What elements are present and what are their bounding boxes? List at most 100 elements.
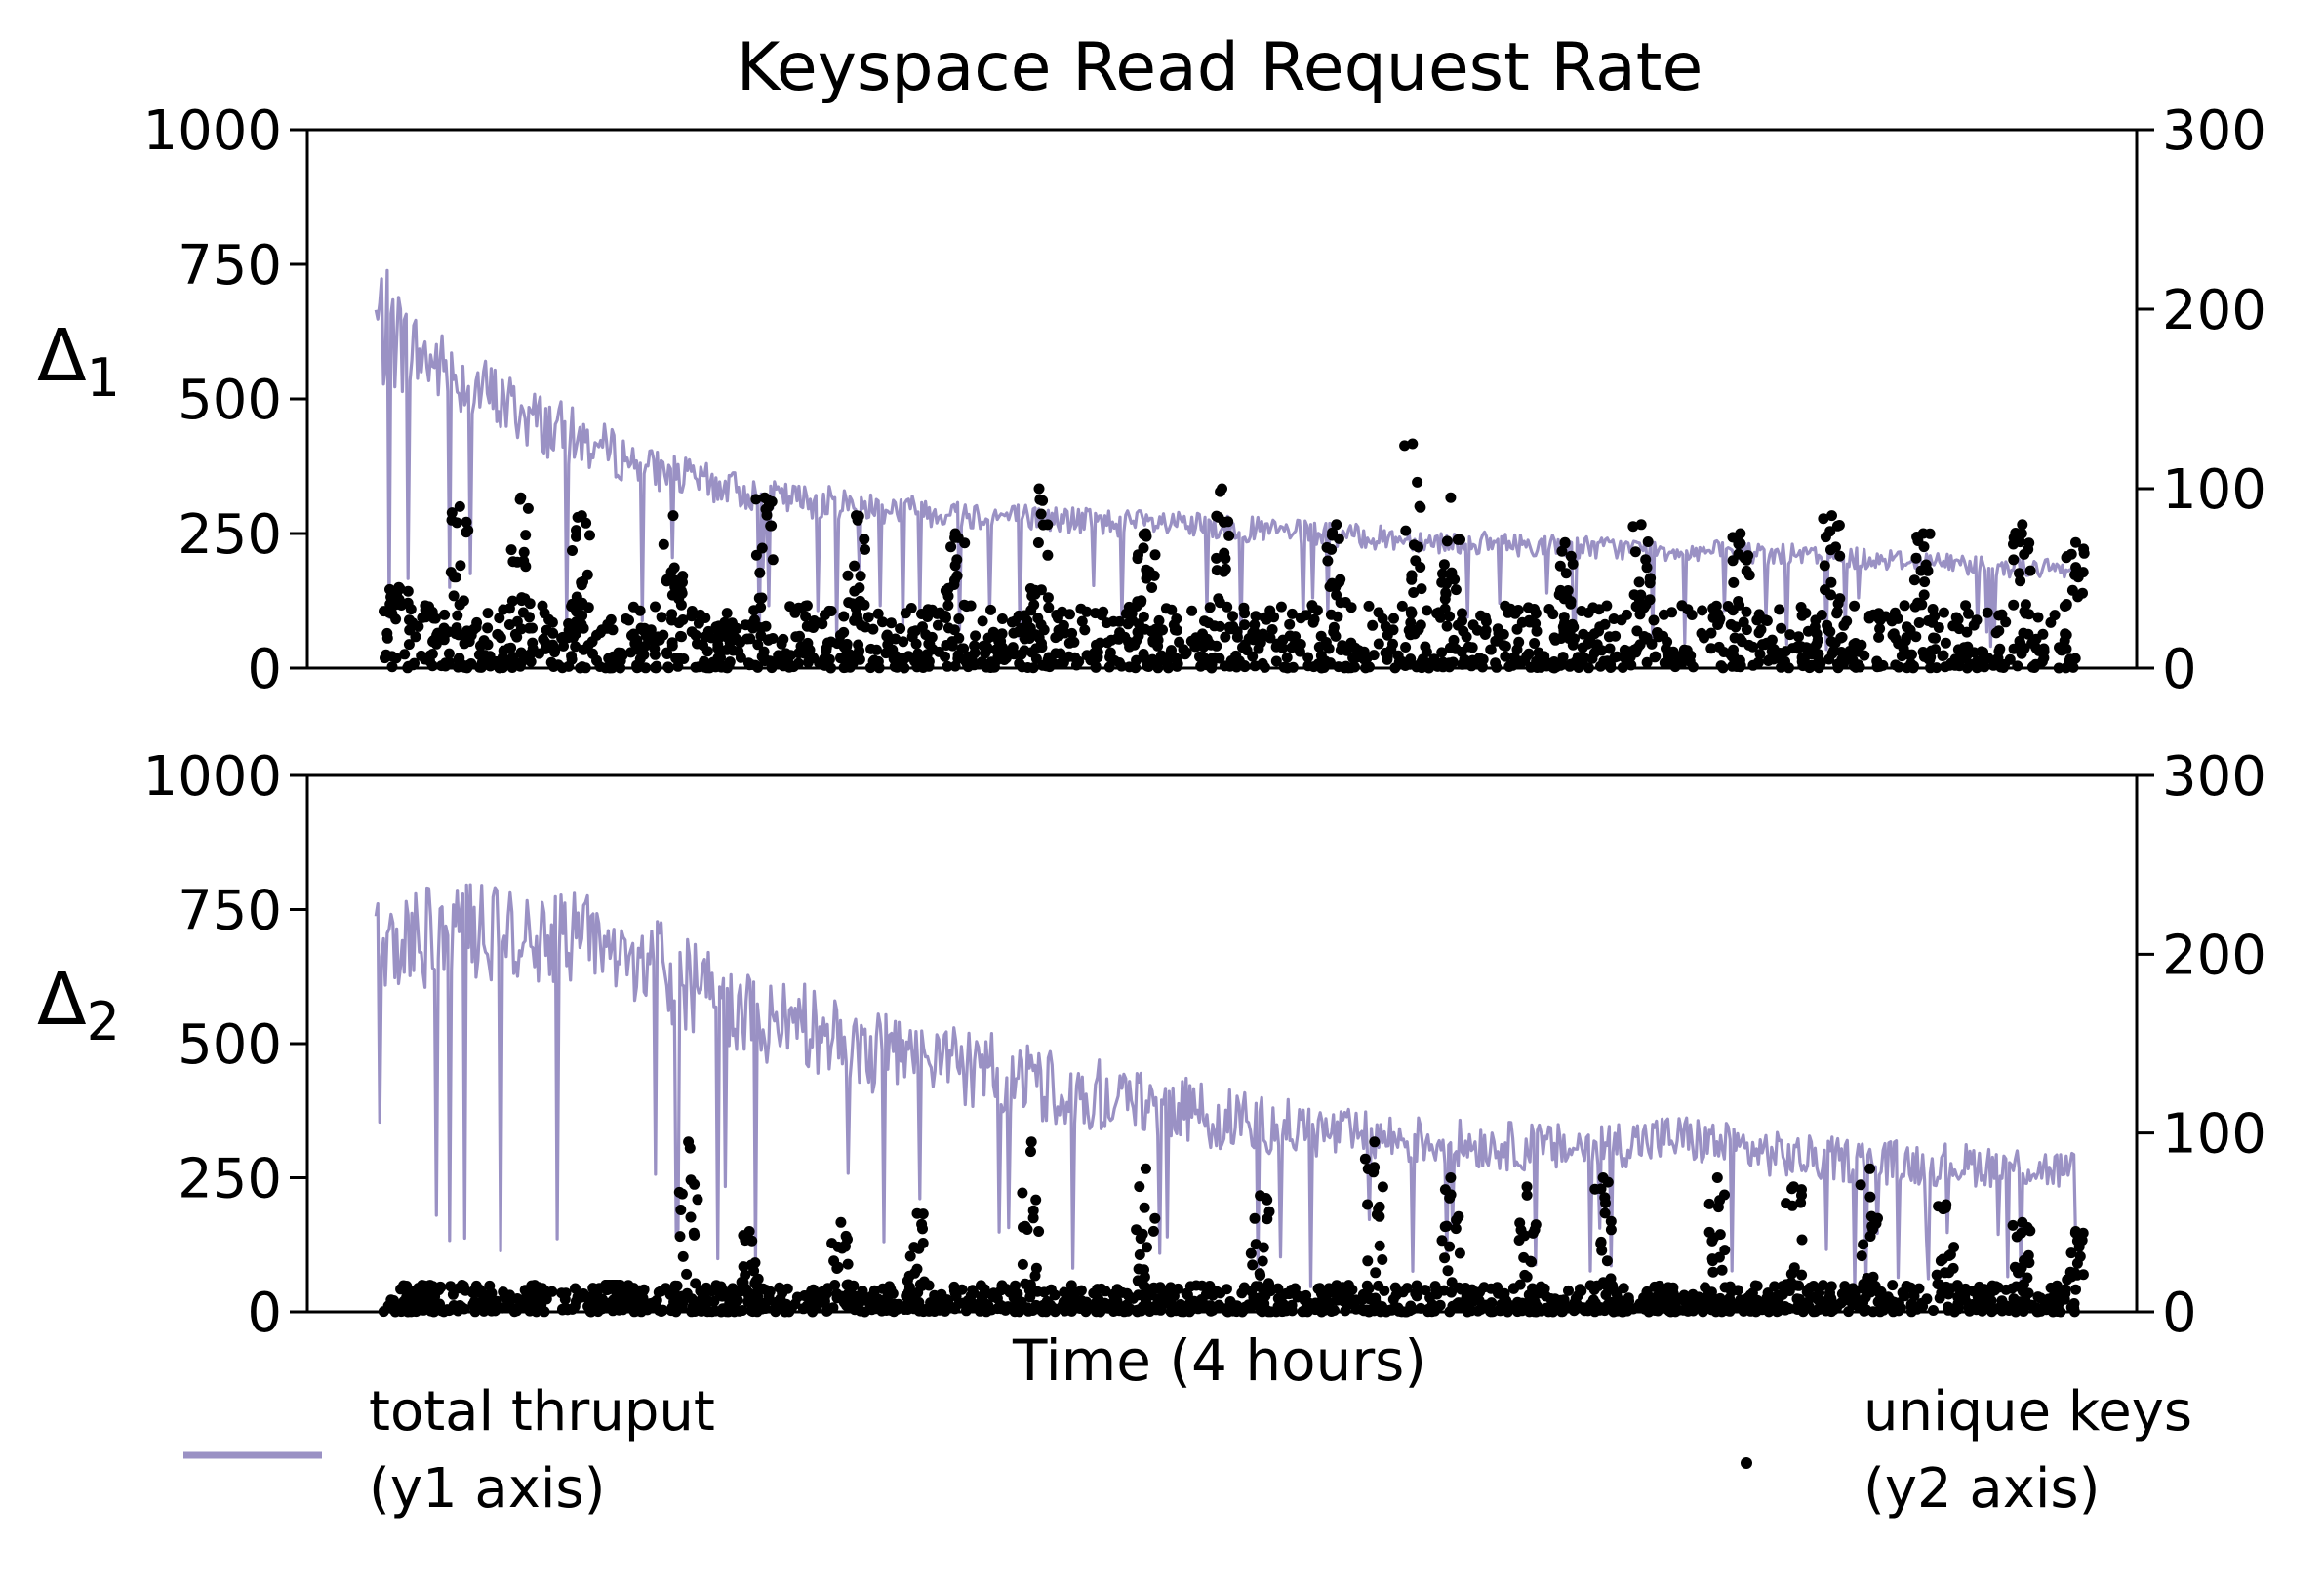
panel-bottom-unique-keys-point	[1751, 1281, 1763, 1291]
panel-top-unique-keys-point	[1529, 638, 1541, 649]
panel-top-unique-keys-point	[952, 653, 964, 664]
panel-bottom-unique-keys-point	[1860, 1291, 1871, 1303]
panel-top-unique-keys-point	[1215, 620, 1225, 632]
panel-bottom-unique-keys-point	[991, 1292, 1003, 1304]
panel-bottom-unique-keys-point	[674, 1231, 686, 1243]
panel-bottom-unique-keys-point	[799, 1290, 810, 1301]
panel-bottom-unique-keys-point	[1141, 1283, 1152, 1293]
panel-top-unique-keys-point	[731, 622, 742, 634]
panel-top-unique-keys-point	[1712, 609, 1724, 620]
panel-bottom-unique-keys-point	[1262, 1278, 1274, 1289]
panel-top-unique-keys-point	[1308, 613, 1320, 625]
panel-bottom-unique-keys-point	[1719, 1189, 1730, 1201]
panel-bottom-unique-keys-point	[2007, 1219, 2019, 1231]
panel-top-unique-keys-point	[849, 585, 861, 597]
panel-bottom-unique-keys-point	[1563, 1285, 1574, 1296]
panel-top-unique-keys-point	[802, 656, 814, 668]
panel-top-unique-keys-point	[1382, 651, 1393, 662]
panel-top-unique-keys-point	[707, 656, 719, 668]
panel-top-unique-keys-point	[1479, 612, 1491, 623]
panel-bottom-unique-keys-point	[475, 1286, 487, 1297]
panel-bottom-unique-keys-point	[746, 1235, 758, 1247]
panel-top-unique-keys-point	[698, 640, 708, 651]
panel-bottom-unique-keys-point	[2011, 1231, 2023, 1243]
panel-bottom-unique-keys-point	[2062, 1274, 2073, 1286]
panel-bottom-unique-keys-point	[738, 1261, 749, 1273]
panel-top-unique-keys-point	[1831, 520, 1843, 532]
panel-top-unique-keys-point	[1697, 605, 1708, 616]
panel-bottom-unique-keys-peak-point	[911, 1207, 923, 1219]
panel-top-unique-keys-point	[1820, 584, 1830, 596]
panel-bottom-unique-keys-point	[1858, 1239, 1869, 1250]
panel-top-unique-keys-point	[1133, 618, 1144, 630]
panel-top-unique-keys-point	[1326, 577, 1338, 589]
panel-top-unique-keys-point	[403, 660, 415, 672]
panel-top-unique-keys-point	[1819, 560, 1830, 572]
panel-top-unique-keys-point	[546, 616, 558, 628]
panel-top-unique-keys-point	[1516, 616, 1528, 628]
panel-bottom-unique-keys-point	[1803, 1284, 1814, 1295]
panel-top-unique-keys-point	[570, 641, 581, 653]
panel-bottom-ylabel-sub: 2	[87, 991, 120, 1052]
panel-top-unique-keys-point	[1275, 601, 1287, 613]
panel-bottom-unique-keys-point	[1935, 1255, 1946, 1267]
panel-top-unique-keys-point	[1913, 617, 1925, 628]
panel-bottom-unique-keys-point	[2030, 1302, 2042, 1313]
panel-top-unique-keys-peak-point	[1445, 492, 1457, 503]
panel-bottom-unique-keys-point	[1872, 1296, 1884, 1308]
panel-top-unique-keys-point	[959, 537, 971, 549]
panel-bottom-frame	[305, 773, 2139, 1314]
panel-bottom-unique-keys-point	[1814, 1287, 1825, 1299]
panel-top-unique-keys-point	[1250, 611, 1262, 622]
panel-top-y1-tick-label: 750	[178, 234, 282, 297]
panel-top-unique-keys-point	[584, 530, 595, 541]
panel-bottom-unique-keys-point	[738, 1277, 749, 1288]
panel-bottom-unique-keys-point	[1107, 1296, 1119, 1308]
panel-top-unique-keys-point	[1024, 583, 1036, 594]
panel-top-unique-keys-point	[1681, 645, 1693, 656]
panel-top-unique-keys-point	[1684, 655, 1696, 667]
panel-bottom-unique-keys-peak-point	[1941, 1199, 1952, 1210]
panel-top-unique-keys-point	[1009, 615, 1021, 627]
panel-bottom-unique-keys-point	[1971, 1304, 1983, 1316]
panel-bottom-unique-keys-point	[1377, 1254, 1388, 1265]
panel-top-unique-keys-point	[1340, 597, 1351, 608]
panel-bottom-unique-keys-point	[917, 1238, 929, 1248]
panel-bottom-unique-keys-point	[1866, 1220, 1878, 1232]
panel-top-unique-keys-point	[2023, 628, 2034, 640]
panel-top-unique-keys-point	[841, 638, 853, 650]
panel-top-unique-keys-point	[386, 651, 398, 662]
panel-top-unique-keys-point	[452, 610, 463, 621]
panel-top-unique-keys-point	[910, 638, 922, 650]
panel-top-unique-keys-point	[539, 608, 550, 619]
panel-top-unique-keys-point	[1653, 631, 1664, 643]
panel-bottom-unique-keys-point	[763, 1294, 774, 1306]
panel-top-unique-keys-point	[910, 625, 921, 637]
panel-top-unique-keys-point	[920, 629, 932, 641]
panel-bottom-unique-keys-point	[1033, 1226, 1045, 1237]
panel-bottom-unique-keys-point	[1031, 1286, 1043, 1297]
panel-top-unique-keys-point	[1458, 625, 1469, 637]
panel-bottom-unique-keys-point	[1983, 1297, 1995, 1309]
panel-top-unique-keys-point	[1444, 611, 1456, 622]
panel-bottom-unique-keys-point	[1703, 1198, 1715, 1209]
panel-top-unique-keys-point	[623, 614, 634, 626]
panel-top-unique-keys-point	[1733, 596, 1744, 607]
panel-bottom-unique-keys-peak-point	[1711, 1172, 1723, 1183]
panel-bottom-unique-keys-point	[1878, 1304, 1889, 1316]
panel-top-y1-tick-label: 250	[178, 503, 282, 567]
panel-top-unique-keys-point	[2008, 532, 2020, 543]
panel-bottom-unique-keys-point	[2000, 1284, 2012, 1295]
panel-bottom-unique-keys-point	[1135, 1233, 1146, 1245]
panel-top-unique-keys-point	[1928, 632, 1939, 644]
panel-top-unique-keys-point	[1043, 602, 1055, 613]
panel-top-unique-keys-point	[2067, 654, 2079, 666]
panel-top-unique-keys-point	[670, 653, 682, 664]
panel-top-unique-keys-point	[1576, 606, 1587, 616]
panel-bottom-y1-tick-label: 0	[247, 1282, 282, 1345]
panel-bottom-unique-keys-point	[1597, 1277, 1609, 1288]
panel-top-unique-keys-point	[2019, 548, 2030, 560]
panel-top-unique-keys-point	[1919, 576, 1931, 588]
panel-bottom-unique-keys-point	[1540, 1290, 1551, 1302]
panel-top-unique-keys-point	[1396, 600, 1408, 612]
